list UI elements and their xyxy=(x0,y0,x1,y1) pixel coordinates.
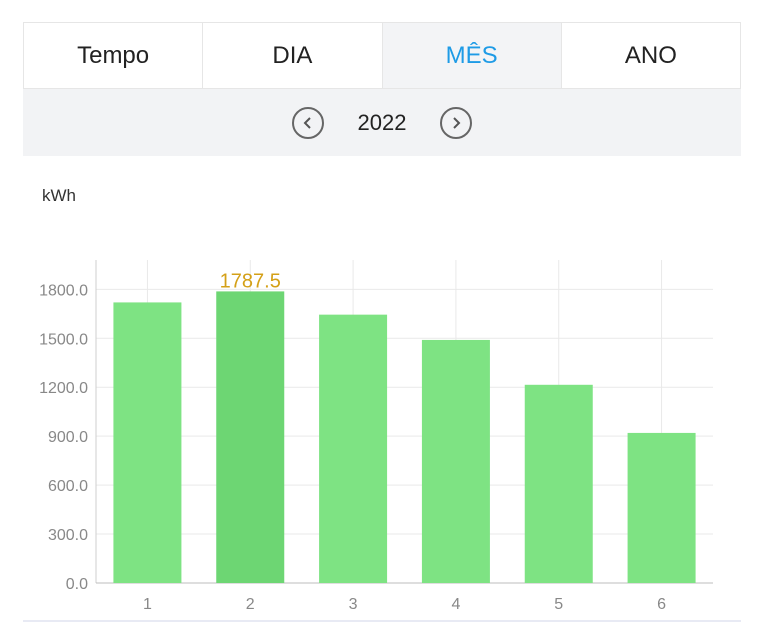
monthly-energy-bar-chart: 0.0 300.0 600.0 900.0 1200.0 1500.0 1800.0 1 2 17… xyxy=(39,260,713,613)
y-axis-unit-label: kWh xyxy=(42,186,76,205)
next-year-button[interactable] xyxy=(440,106,473,139)
y-tick-label: 1800.0 xyxy=(39,282,88,299)
divider xyxy=(23,620,741,622)
bar xyxy=(319,314,388,583)
bar xyxy=(113,302,182,583)
chevron-left-icon xyxy=(303,116,311,129)
tab-ano[interactable]: ANO xyxy=(561,23,740,88)
x-tick-label: 1 xyxy=(143,596,152,613)
period-navigator: 2022 xyxy=(23,89,741,156)
tab-tempo[interactable]: Tempo xyxy=(24,23,204,88)
previous-year-button[interactable] xyxy=(291,106,324,139)
bar xyxy=(421,339,490,583)
y-tick-label: 1200.0 xyxy=(39,380,88,397)
x-tick-label: 3 xyxy=(349,596,358,613)
selected-year: 2022 xyxy=(357,109,407,135)
x-tick-label: 5 xyxy=(554,596,563,613)
tab-dia[interactable]: DIA xyxy=(203,23,383,88)
tab-mes[interactable]: MÊS xyxy=(382,23,562,88)
y-tick-label: 600.0 xyxy=(48,478,88,495)
x-tick-label: 4 xyxy=(451,596,460,613)
period-tabs: Tempo DIA MÊS ANO xyxy=(23,22,741,89)
x-tick-label: 2 xyxy=(246,596,255,613)
y-tick-label: 0.0 xyxy=(66,576,88,593)
data-value-label: 1787.5 xyxy=(220,270,281,292)
chevron-right-icon xyxy=(453,116,461,129)
y-tick-label: 1500.0 xyxy=(39,331,88,348)
y-tick-label: 300.0 xyxy=(48,527,88,544)
x-tick-label: 6 xyxy=(657,596,666,613)
y-tick-label: 900.0 xyxy=(48,429,88,446)
bar xyxy=(524,384,593,583)
bar xyxy=(627,432,696,583)
bar xyxy=(216,291,285,583)
